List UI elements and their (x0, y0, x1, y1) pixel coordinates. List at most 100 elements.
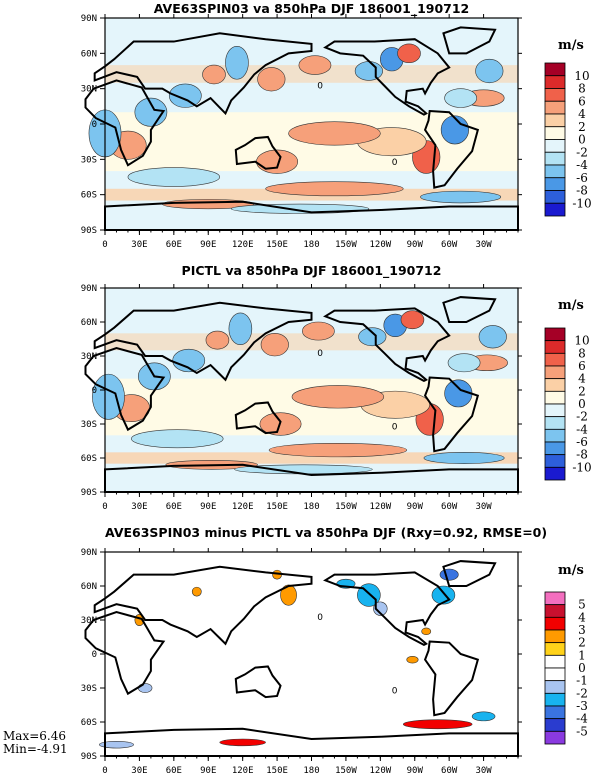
contour-label: 0 (317, 613, 323, 623)
anomaly-region-23 (478, 325, 507, 349)
colorbar-box (544, 202, 566, 217)
x-tick-label: 180 (303, 502, 319, 512)
anomaly-region-3 (439, 568, 459, 581)
x-tick-label: 120E (232, 240, 254, 250)
panel-2-title: PICTL va 850hPa DJF 186001_190712 (181, 263, 442, 278)
anomaly-region-14 (421, 627, 432, 636)
x-tick-label: 150E (266, 240, 288, 250)
colorbar-label: 4 (578, 610, 586, 624)
colorbar-label: 6 (578, 359, 586, 373)
colorbar-box (544, 416, 566, 430)
coastline-5 (442, 560, 497, 587)
colorbar-label: -8 (576, 184, 588, 198)
colorbar-box (544, 441, 566, 456)
x-tick-label: 60W (441, 502, 458, 512)
anomaly-region-2 (373, 601, 388, 616)
anomaly-region-19 (268, 442, 408, 458)
anomaly-region-0 (228, 312, 253, 345)
colorbar-label: 3 (578, 623, 586, 637)
colorbar-label: -4 (576, 712, 588, 726)
colorbar-label: 0 (578, 397, 586, 411)
anomaly-region-20 (420, 190, 502, 204)
anomaly-region-9 (400, 310, 425, 330)
x-tick-label: 150E (266, 766, 288, 776)
coastline-2 (234, 665, 282, 699)
coastline-0 (84, 347, 166, 432)
coastline-0 (84, 79, 166, 167)
coastline-3 (323, 38, 451, 116)
coastline-3 (323, 307, 451, 383)
anomaly-region-14 (447, 353, 481, 373)
anomaly-region-2 (168, 83, 202, 108)
colorbar-label: -2 (576, 410, 588, 424)
colorbar-label: 10 (574, 69, 589, 83)
x-tick-label: 90W (407, 240, 424, 250)
x-tick-label: 90W (407, 502, 424, 512)
anomaly-region-10 (219, 738, 266, 747)
colorbar-box (544, 667, 566, 682)
x-tick-label: 120W (369, 766, 391, 776)
coastline-4 (423, 109, 480, 189)
colorbar-label: -3 (576, 699, 588, 713)
colorbar-box (544, 616, 566, 631)
colorbar-label: 2 (578, 636, 586, 650)
panel-3-title: AVE63SPIN03 minus PICTL va 850hPa DJF (R… (105, 525, 548, 540)
coastline-3 (323, 571, 451, 647)
x-tick-label: 150W (335, 766, 357, 776)
x-tick-label: 90E (200, 766, 216, 776)
colorbar-label: 0 (578, 661, 586, 675)
colorbar-box (544, 327, 566, 342)
x-tick-label: 150W (335, 240, 357, 250)
y-tick-label: 0 (92, 386, 97, 396)
anomaly-region-5 (358, 327, 387, 347)
x-tick-label: 120W (369, 240, 391, 250)
x-tick-label: 150W (335, 502, 357, 512)
colorbar-label: 8 (578, 346, 586, 360)
y-tick-label: 60N (81, 318, 97, 328)
x-tick-label: 60W (441, 240, 458, 250)
anomaly-region-23 (475, 58, 504, 84)
x-tick-label: 90W (407, 766, 424, 776)
anomaly-region-0 (225, 45, 249, 80)
colorbar-box (544, 466, 566, 481)
colorbar-box (544, 629, 566, 644)
colorbar-box (544, 454, 566, 468)
y-tick-label: 30N (81, 85, 97, 95)
anomaly-region-4 (298, 55, 332, 75)
y-tick-label: 60N (81, 582, 97, 592)
x-tick-label: 30E (131, 766, 147, 776)
anomaly-region-7 (191, 586, 202, 597)
anomaly-region-1 (257, 67, 286, 92)
anomaly-region-20 (423, 452, 505, 464)
x-tick-label: 60E (166, 502, 182, 512)
y-tick-label: 0 (92, 650, 97, 660)
coastline-2 (234, 135, 282, 170)
anomaly-region-19 (265, 181, 404, 197)
coastline-1 (93, 301, 313, 382)
coastline-5 (442, 26, 497, 55)
y-tick-label: 60S (81, 454, 97, 464)
stats-max: Max=6.46 (3, 729, 66, 743)
x-tick-label: 0 (102, 240, 107, 250)
y-tick-label: 60N (81, 49, 97, 59)
x-tick-label: 150E (266, 502, 288, 512)
colorbar-box (544, 340, 566, 354)
colorbar-box (544, 705, 566, 720)
anomaly-region-1 (260, 333, 289, 357)
y-tick-label: 90N (81, 14, 97, 24)
x-tick-label: 30E (131, 502, 147, 512)
x-tick-label: 90E (200, 240, 216, 250)
colorbar-label: 10 (574, 334, 589, 348)
colorbar-label: -6 (576, 171, 588, 185)
colorbar-label: 0 (578, 133, 586, 147)
colorbar-box (544, 365, 566, 380)
contour-label: 0 (392, 687, 398, 697)
x-tick-label: 0 (102, 502, 107, 512)
anomaly-region-4 (302, 321, 335, 341)
panel-1-title: AVE63SPIN03 va 850hPa DJF 186001_190712 (153, 1, 470, 16)
coastline-2 (234, 401, 282, 435)
colorbar-box (544, 642, 566, 656)
x-tick-label: 30W (475, 240, 492, 250)
coastline-4 (423, 376, 480, 453)
colorbar-box (544, 428, 566, 443)
